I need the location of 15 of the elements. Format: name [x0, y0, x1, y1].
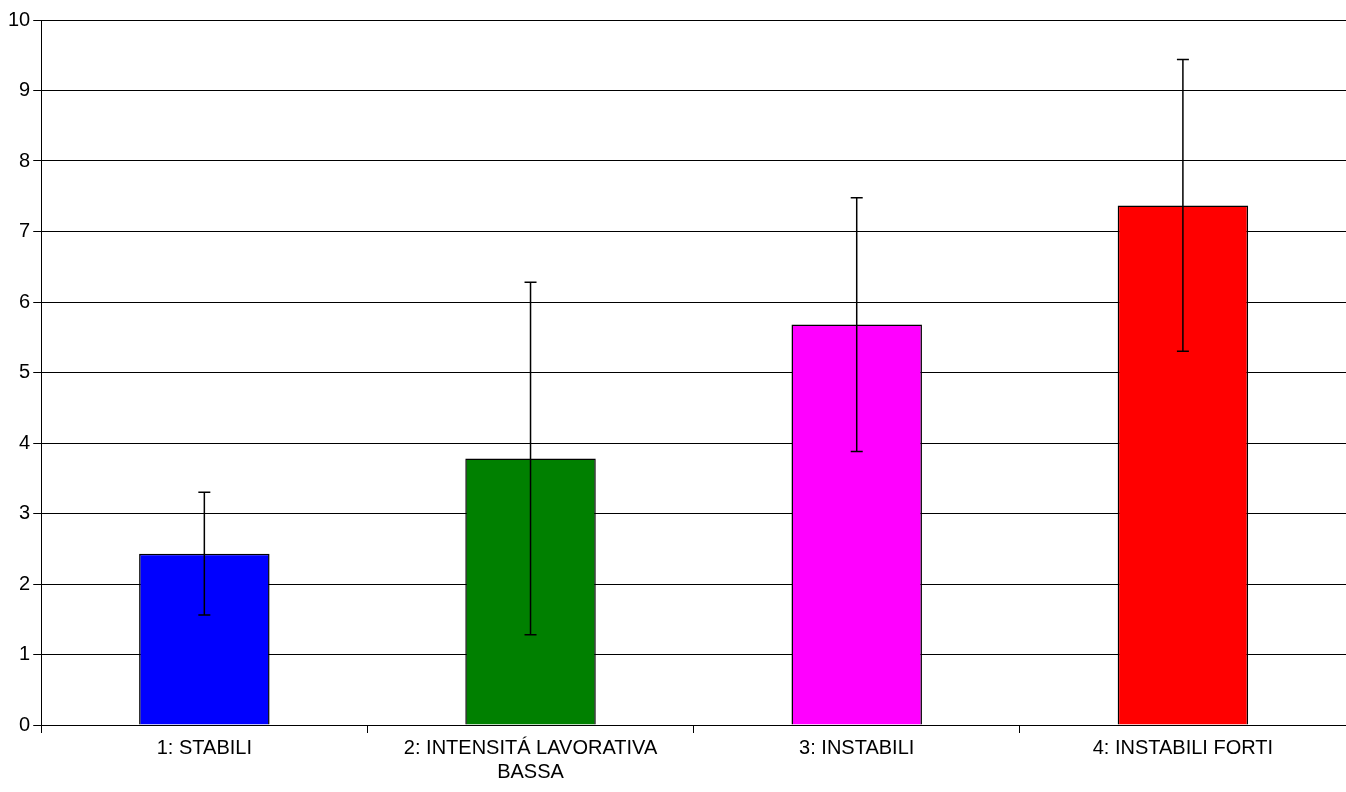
x-tick-label: 4: INSTABILI FORTI — [1092, 735, 1274, 758]
x-tick-label: 2: INTENSITÁ LAVORATIVA BASSA — [403, 735, 658, 782]
y-tick-label: 8 — [19, 148, 31, 171]
y-tick-label: 0 — [19, 712, 31, 735]
x-tick-label: 3: INSTABILI — [799, 735, 915, 758]
y-tick-label: 3 — [19, 501, 31, 524]
x-tick-label: 1: STABILI — [156, 735, 252, 758]
y-tick-label: 7 — [19, 219, 31, 242]
y-tick-label: 10 — [8, 7, 31, 30]
y-tick-label: 2 — [19, 571, 31, 594]
y-tick-label: 1 — [19, 642, 31, 665]
y-tick-label: 5 — [19, 360, 31, 383]
y-tick-label: 6 — [19, 289, 31, 312]
y-tick-label: 9 — [19, 78, 31, 101]
y-tick-label: 4 — [19, 430, 31, 453]
